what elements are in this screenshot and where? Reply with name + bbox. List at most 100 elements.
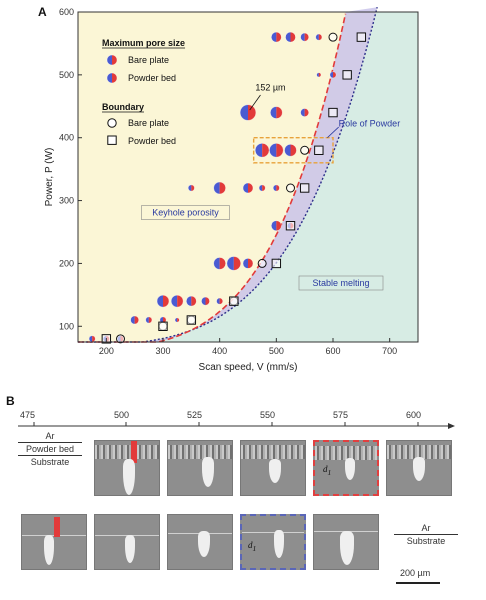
speed-axis bbox=[18, 422, 455, 429]
pore-marker bbox=[130, 315, 139, 325]
legend-substrate-bottom: Substrate bbox=[406, 536, 446, 546]
powder-bed-boundary-marker bbox=[229, 296, 239, 306]
powder-bed-boundary-marker bbox=[314, 145, 324, 155]
xray-image-600-powder bbox=[386, 440, 452, 496]
legend-boundary-title: Boundary bbox=[102, 102, 144, 112]
x-tick-label: 300 bbox=[155, 346, 170, 356]
bare-plate-boundary-marker bbox=[328, 32, 338, 42]
depth-label-bottom: d1 bbox=[248, 540, 257, 553]
panel-a-label: A bbox=[38, 5, 47, 19]
y-tick-label: 500 bbox=[59, 70, 74, 80]
pore-marker bbox=[271, 220, 282, 231]
top-row-legend: Ar Powder bed Substrate bbox=[18, 430, 82, 468]
pore-marker bbox=[213, 181, 226, 195]
powder-bed-boundary-marker bbox=[299, 183, 310, 193]
pore-marker bbox=[188, 184, 195, 192]
scalebar-label: 200 µm bbox=[400, 568, 431, 578]
xray-image-525-bare bbox=[167, 514, 233, 570]
pore-marker bbox=[201, 296, 210, 306]
x-axis-label: Scan speed, V (mm/s) bbox=[199, 362, 298, 373]
pore-marker bbox=[156, 295, 170, 308]
xray-image-550-bare: d1 bbox=[240, 514, 306, 570]
xray-image-500-powder bbox=[94, 440, 160, 496]
powder-role-leader bbox=[327, 126, 339, 139]
xray-image-525-powder bbox=[167, 440, 233, 496]
legend-substrate: Substrate bbox=[30, 457, 70, 467]
x-tick-label: 600 bbox=[325, 346, 340, 356]
pore-marker bbox=[186, 295, 197, 307]
scalebar bbox=[396, 582, 440, 584]
pore-marker bbox=[316, 72, 322, 78]
pore-marker bbox=[269, 143, 284, 158]
pore-marker bbox=[271, 31, 282, 43]
pore-marker bbox=[300, 108, 309, 117]
depth-label-top: d1 bbox=[323, 464, 332, 477]
xray-image-575-powder: d1 bbox=[313, 440, 379, 496]
xray-image-475-bare bbox=[21, 514, 87, 570]
xray-image-575-bare bbox=[313, 514, 379, 570]
pore-marker bbox=[88, 335, 96, 343]
legend-boundary-bare: Bare plate bbox=[128, 118, 169, 128]
pore-marker bbox=[270, 106, 283, 119]
powder-bed-boundary-curve bbox=[78, 13, 347, 343]
pore-marker bbox=[315, 33, 323, 41]
pore-marker bbox=[174, 317, 180, 323]
powder-bed-boundary-marker bbox=[285, 221, 296, 231]
pore-marker bbox=[258, 184, 266, 192]
plot-frame bbox=[77, 11, 419, 343]
pore-marker bbox=[285, 31, 296, 43]
pore-marker bbox=[239, 104, 256, 121]
pore-marker bbox=[213, 257, 226, 270]
keyhole-porosity-label: Keyhole porosity bbox=[152, 208, 219, 218]
pore-marker bbox=[329, 71, 337, 79]
pore-marker bbox=[242, 182, 254, 194]
pore-marker bbox=[226, 256, 241, 271]
role-of-powder-label: Role of Powder bbox=[339, 118, 401, 128]
phase-map-chart: 200 300 400 500 600 700 100 200 300 400 500 600 Scan… bbox=[38, 5, 419, 373]
highlight-box bbox=[252, 137, 334, 164]
legend-ar-bottom: Ar bbox=[394, 522, 458, 535]
legend-pore-title: Maximum pore size bbox=[102, 38, 185, 48]
powder-bed-boundary-marker bbox=[158, 321, 168, 331]
powder-bed-boundary-marker bbox=[328, 107, 338, 118]
speed-label-550: 550 bbox=[260, 410, 276, 420]
pore-marker bbox=[216, 297, 223, 305]
pore-marker bbox=[242, 258, 254, 269]
speed-label-475: 475 bbox=[20, 410, 36, 420]
legend-circle-marker bbox=[107, 118, 117, 128]
xray-image-550-powder bbox=[240, 440, 306, 496]
panel-b-label: B bbox=[6, 394, 15, 408]
powder-bed-boundary-marker bbox=[342, 70, 352, 80]
speed-label-600: 600 bbox=[406, 410, 422, 420]
bare-plate-boundary-marker bbox=[286, 183, 295, 193]
y-axis-label: Power, P (W) bbox=[44, 148, 55, 207]
speed-label-575: 575 bbox=[333, 410, 349, 420]
bare-plate-boundary-marker bbox=[116, 334, 125, 344]
legend-powder-bed-pore bbox=[106, 72, 118, 84]
powder-bed-boundary-marker bbox=[271, 258, 282, 269]
pore-marker bbox=[145, 316, 153, 324]
panel-b: B 475 500 525 550 575 600 Ar Powder bed … bbox=[0, 392, 486, 600]
y-tick-label: 400 bbox=[59, 133, 74, 143]
stable-label-box bbox=[298, 275, 384, 291]
pore-marker bbox=[273, 184, 280, 192]
pore-marker bbox=[171, 295, 184, 308]
legend-square-marker bbox=[107, 135, 117, 145]
powder-band-region bbox=[78, 7, 378, 342]
legend-ar: Ar bbox=[18, 430, 82, 443]
pore-marker bbox=[255, 143, 270, 158]
legend-powder-bed: Powder bed bbox=[18, 443, 82, 456]
bare-plate-boundary-marker bbox=[300, 145, 310, 155]
xray-image-500-bare bbox=[94, 514, 160, 570]
x-tick-label: 500 bbox=[269, 346, 284, 356]
x-tick-label: 200 bbox=[99, 346, 114, 356]
speed-label-500: 500 bbox=[114, 410, 130, 420]
legend-boundary-powder: Powder bed bbox=[128, 136, 176, 146]
pore-marker bbox=[284, 144, 297, 157]
y-tick-label: 100 bbox=[59, 321, 74, 331]
y-tick-label: 200 bbox=[59, 258, 74, 268]
bottom-row-legend: Ar Substrate bbox=[394, 522, 458, 547]
powder-bed-boundary-marker bbox=[186, 315, 197, 325]
x-tick-label: 700 bbox=[382, 346, 397, 356]
